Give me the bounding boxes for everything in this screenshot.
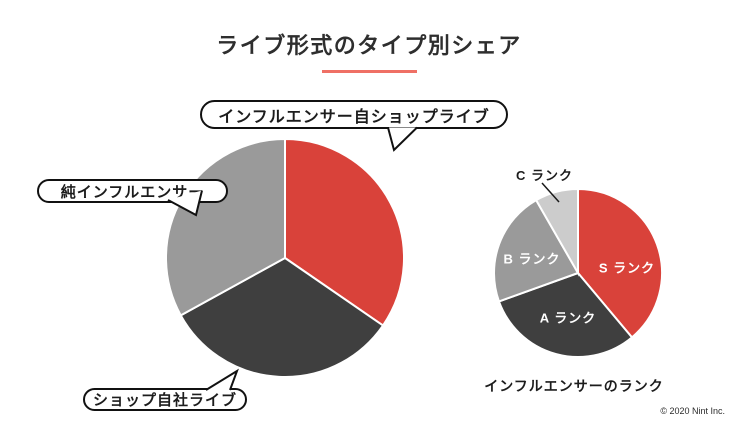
influencer-rank-slice-2 (493, 198, 580, 303)
callout-shop-own-live: ショップ自社ライブ (83, 388, 247, 411)
chart-title: ライブ形式のタイプ別シェア (216, 33, 522, 58)
label-s-rank: S ランク (598, 260, 656, 276)
label-a-rank: A ランク (539, 310, 597, 326)
callout-pure-influencer: 純インフルエンサー (37, 179, 228, 203)
label-b-rank: B ランク (503, 251, 561, 267)
influencer-rank-slice-1 (497, 271, 634, 358)
live-format-share-slice-0 (284, 137, 406, 327)
influencer-rank-slice-0 (577, 187, 663, 339)
copyright-text: © 2020 Nint Inc. (660, 406, 725, 416)
label-c-rank: C ランク (516, 168, 574, 183)
pie-live-format-share (165, 137, 406, 378)
callout-label: ショップ自社ライブ (92, 392, 237, 409)
callout-label: インフルエンサー自ショップライブ (218, 108, 490, 126)
title-underline (322, 70, 417, 73)
small-pie-caption: インフルエンサーのランク (484, 378, 664, 394)
pie-influencer-rank (493, 187, 663, 358)
callout-influencer-own-shop-live: インフルエンサー自ショップライブ (200, 100, 508, 129)
callout-label: 純インフルエンサー (60, 183, 205, 201)
